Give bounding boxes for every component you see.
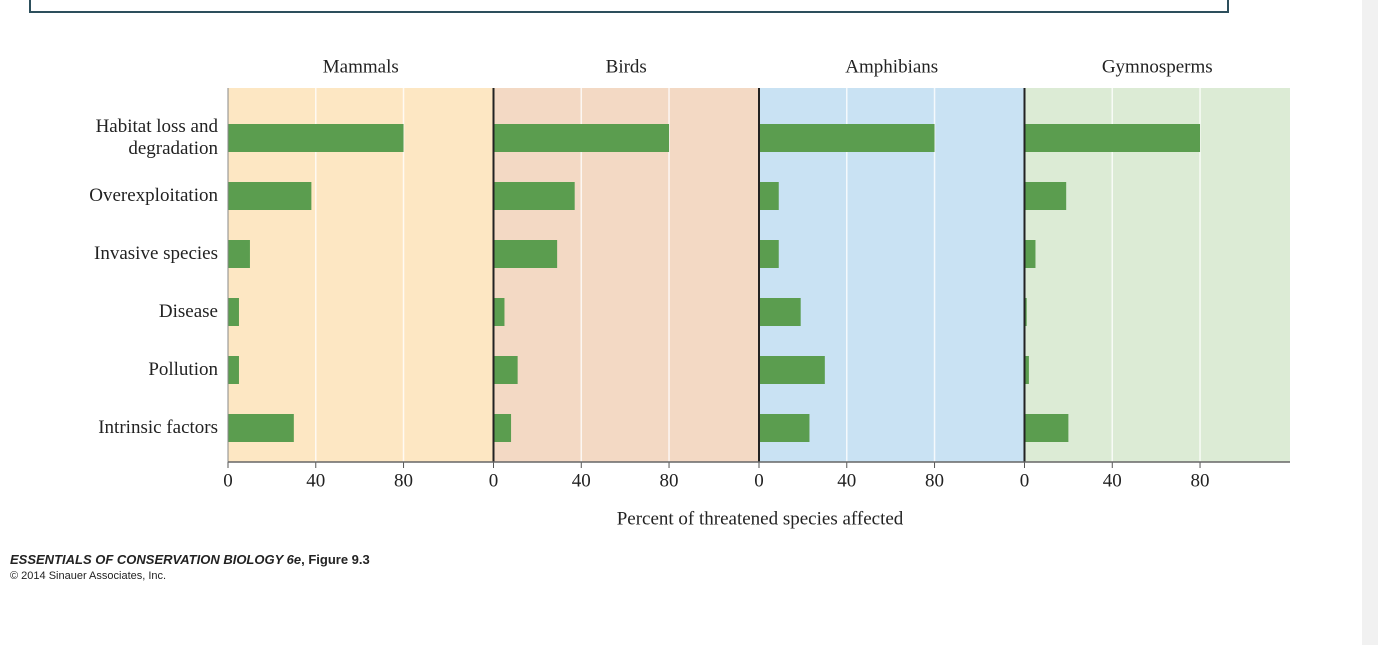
- bar: [228, 182, 312, 210]
- figure-number: , Figure 9.3: [301, 552, 370, 567]
- bar: [1024, 240, 1036, 268]
- caption: ESSENTIALS OF CONSERVATION BIOLOGY 6e, F…: [10, 552, 370, 582]
- bar: [1024, 414, 1069, 442]
- panel-title: Birds: [606, 56, 647, 77]
- x-tick-label: 80: [925, 470, 944, 491]
- bar: [228, 124, 404, 152]
- bar: [228, 298, 239, 326]
- bar: [1024, 356, 1029, 384]
- y-tick-label: Disease: [158, 301, 218, 322]
- copyright: © 2014 Sinauer Associates, Inc.: [10, 570, 167, 582]
- y-tick-label: Invasive species: [94, 243, 218, 264]
- bar: [759, 356, 825, 384]
- panel-title: Amphibians: [845, 56, 938, 77]
- scroll-strip: [1362, 0, 1378, 645]
- bar: [228, 414, 294, 442]
- caption-title: ESSENTIALS OF CONSERVATION BIOLOGY 6e, F…: [10, 552, 370, 567]
- bar: [1024, 182, 1067, 210]
- bar: [759, 298, 801, 326]
- panel-title: Mammals: [323, 56, 399, 77]
- bar: [493, 124, 670, 152]
- bar: [228, 356, 239, 384]
- x-tick-label: 40: [306, 470, 325, 491]
- bar: [228, 240, 250, 268]
- bar: [759, 182, 779, 210]
- bar: [1024, 124, 1201, 152]
- bar: [493, 182, 575, 210]
- x-tick-label: 80: [394, 470, 413, 491]
- x-tick-label: 0: [489, 470, 499, 491]
- top-frame: [29, 0, 1229, 13]
- bar: [1024, 298, 1027, 326]
- y-tick-label: Overexploitation: [89, 185, 218, 206]
- panel-title: Gymnosperms: [1102, 56, 1213, 77]
- book-title: ESSENTIALS OF CONSERVATION BIOLOGY 6e: [10, 552, 302, 567]
- x-tick-label: 0: [1020, 470, 1030, 491]
- x-tick-label: 40: [837, 470, 856, 491]
- bar: [493, 298, 505, 326]
- x-tick-label: 0: [754, 470, 764, 491]
- bar: [759, 414, 810, 442]
- x-tick-label: 40: [572, 470, 591, 491]
- y-tick-label: Habitat loss and degradation: [95, 116, 218, 159]
- y-tick-label: Pollution: [148, 359, 218, 380]
- bar: [493, 414, 512, 442]
- bar: [493, 356, 518, 384]
- x-tick-label: 40: [1103, 470, 1122, 491]
- y-tick-label: Intrinsic factors: [98, 417, 218, 438]
- x-tick-label: 0: [223, 470, 233, 491]
- bar: [493, 240, 558, 268]
- bar: [759, 124, 935, 152]
- x-axis-label: Percent of threatened species affected: [617, 508, 904, 529]
- x-tick-label: 80: [1191, 470, 1210, 491]
- bar: [759, 240, 779, 268]
- x-tick-label: 80: [660, 470, 679, 491]
